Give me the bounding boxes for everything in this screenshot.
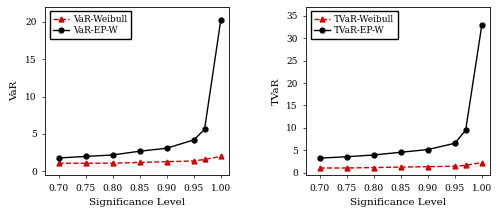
VaR-EP-W [56,157,62,159]
VaR-EP-W [82,155,88,158]
TVaR-Weibull [479,161,485,164]
TVaR-EP-W [425,148,431,151]
Legend: TVaR-Weibull, TVaR-EP-W: TVaR-Weibull, TVaR-EP-W [310,11,398,39]
Line: TVaR-EP-W: TVaR-EP-W [317,22,484,161]
Legend: VaR-Weibull, VaR-EP-W: VaR-Weibull, VaR-EP-W [50,11,130,39]
TVaR-EP-W [452,142,458,145]
VaR-Weibull [190,160,196,162]
Line: VaR-EP-W: VaR-EP-W [56,18,223,160]
TVaR-Weibull [316,167,322,169]
Y-axis label: VaR: VaR [10,81,20,101]
Y-axis label: TVaR: TVaR [272,77,280,105]
VaR-Weibull [202,158,207,161]
VaR-Weibull [110,162,116,164]
VaR-Weibull [164,160,170,163]
VaR-EP-W [110,154,116,156]
TVaR-Weibull [398,166,404,168]
VaR-EP-W [190,139,196,141]
TVaR-EP-W [316,157,322,159]
VaR-EP-W [164,147,170,150]
VaR-EP-W [136,150,142,152]
VaR-EP-W [202,128,207,131]
TVaR-Weibull [452,165,458,168]
Line: VaR-Weibull: VaR-Weibull [56,154,223,166]
X-axis label: Significance Level: Significance Level [89,198,185,207]
VaR-Weibull [218,155,224,158]
TVaR-Weibull [370,166,376,169]
TVaR-EP-W [479,23,485,26]
TVaR-Weibull [344,167,349,169]
VaR-EP-W [218,19,224,21]
TVaR-EP-W [462,129,468,132]
Line: TVaR-Weibull: TVaR-Weibull [317,160,484,170]
VaR-Weibull [56,162,62,164]
VaR-Weibull [82,162,88,164]
TVaR-EP-W [344,155,349,158]
TVaR-Weibull [425,165,431,168]
TVaR-EP-W [370,154,376,156]
TVaR-EP-W [398,151,404,154]
X-axis label: Significance Level: Significance Level [350,198,446,207]
TVaR-Weibull [462,164,468,167]
VaR-Weibull [136,161,142,164]
